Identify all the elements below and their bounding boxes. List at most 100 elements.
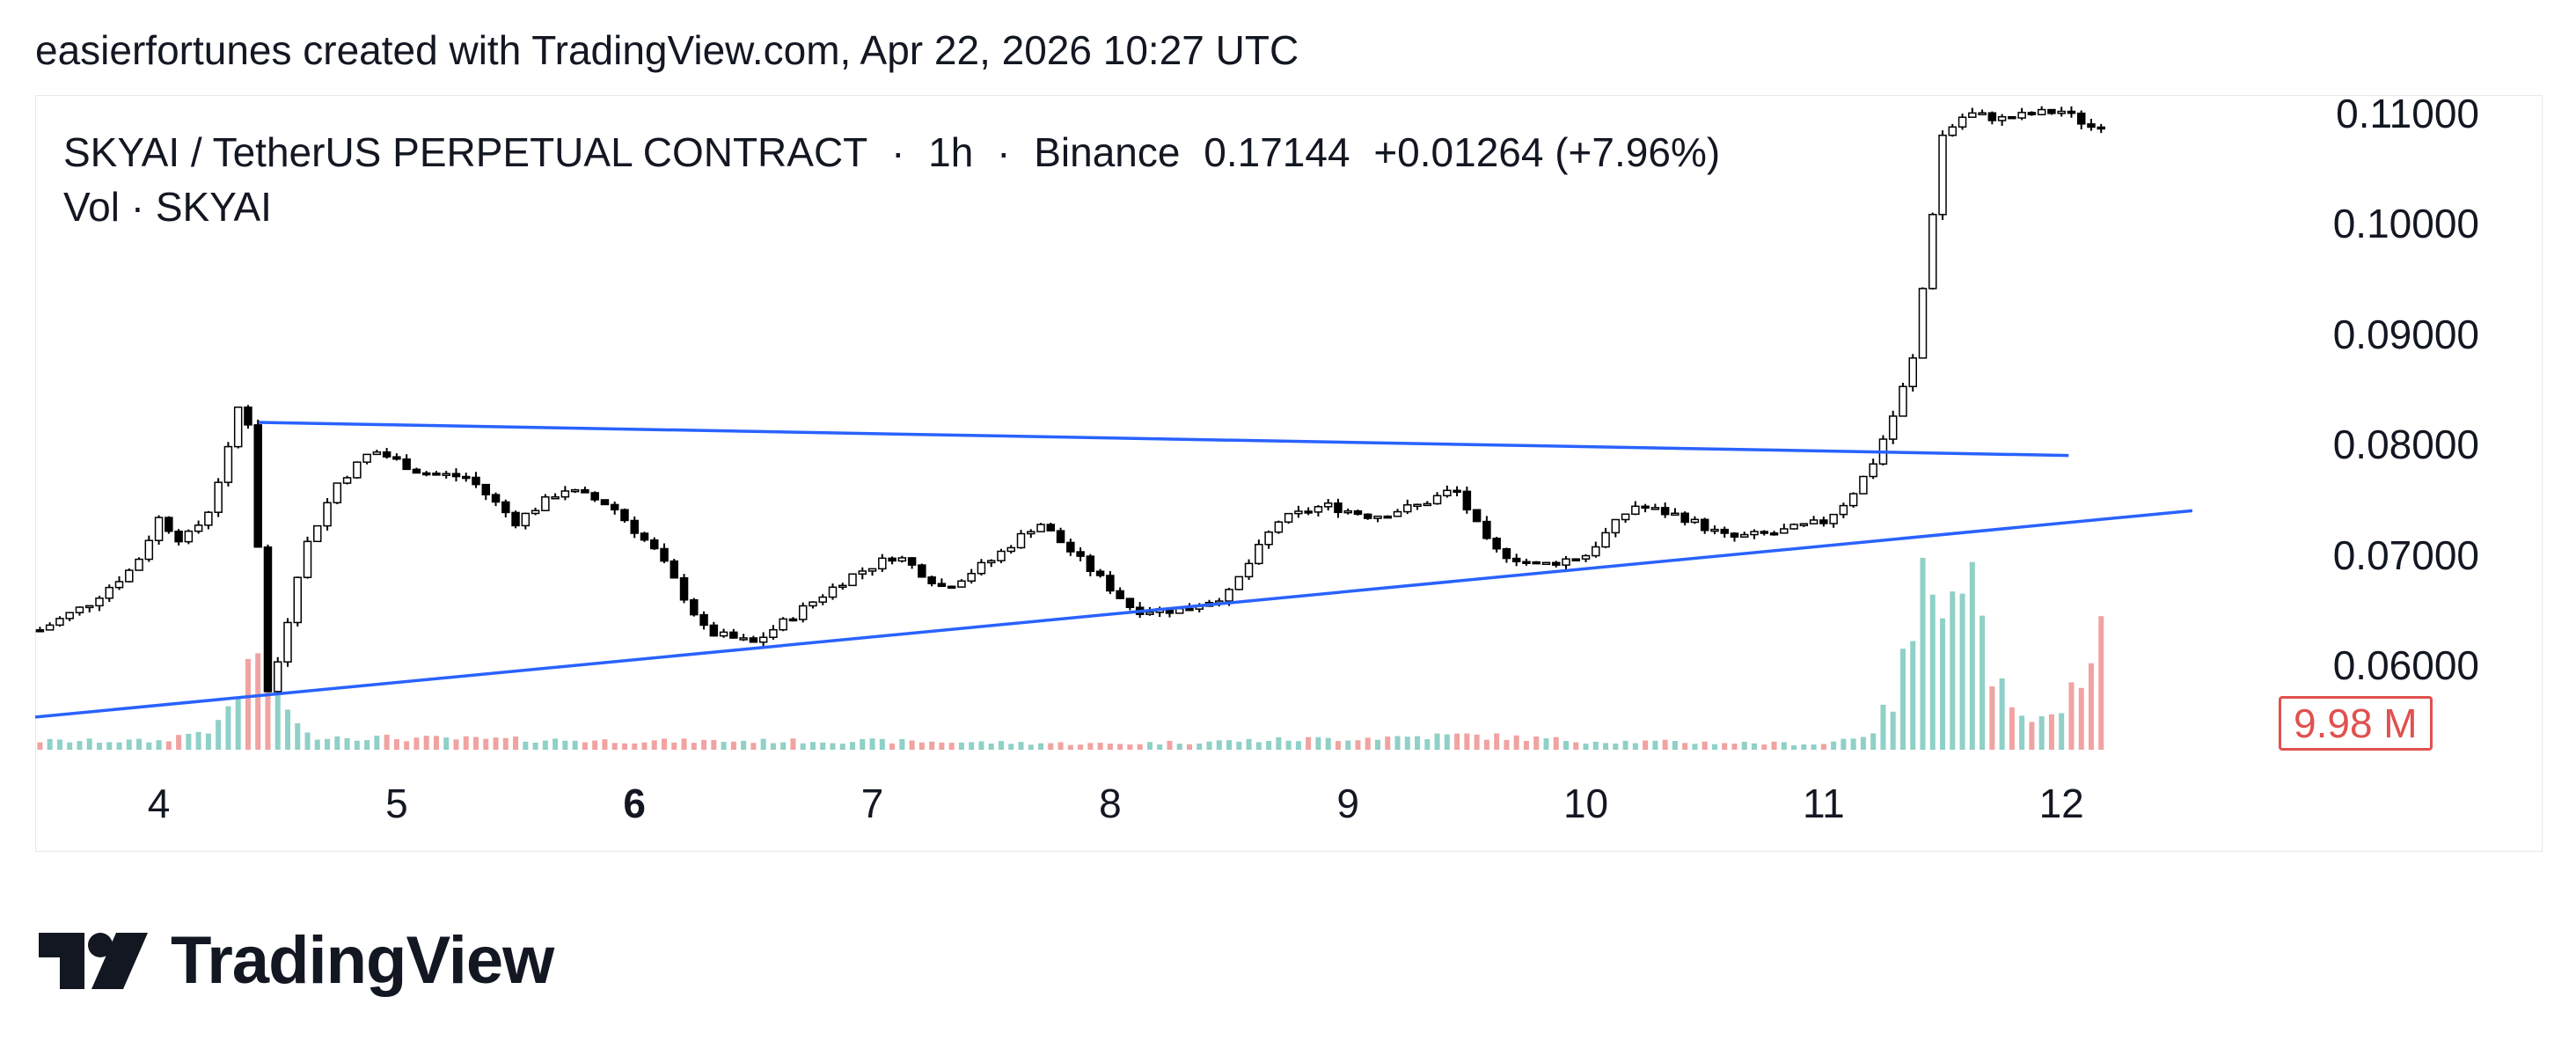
volume-bar [701,739,707,750]
volume-bar [2019,715,2025,750]
volume-bar [1444,734,1450,750]
volume-bar [1811,744,1817,750]
day-tick-label: 12 [2038,781,2084,826]
candle-body [1056,530,1065,544]
volume-bar [176,735,182,750]
candle-body [511,511,520,527]
trendline-resistance [259,421,2069,458]
volume-bar [1592,741,1599,750]
candle-body [1274,521,1284,533]
volume-bar [304,732,311,750]
candle-body [858,570,867,575]
tradingview-logo[interactable]: TradingView [39,922,554,999]
chart-attribution: easierfortunes created with TradingView.… [35,27,1299,73]
volume-bar [344,737,350,750]
candle-body [2076,112,2086,125]
volume-bar [839,744,845,750]
candle-body [1403,504,1412,513]
volume-bar [47,738,53,750]
candle-body [95,597,104,607]
volume-bar [741,740,747,750]
candle-body [84,605,94,609]
candle-body [798,605,808,620]
candle-body [600,499,610,506]
day-tick-label: 5 [385,781,408,826]
volume-bar [562,740,568,750]
volume-bar [205,733,211,750]
candle-body [194,524,203,532]
interval-label[interactable]: 1h [928,129,974,175]
volume-bar [255,653,261,750]
volume-bar [325,738,331,750]
candle-body [1343,510,1352,514]
volume-bar [126,739,132,750]
volume-name[interactable]: Vol [63,184,120,230]
volume-bar [809,742,816,750]
volume-bar [1295,741,1301,750]
volume-bar [711,739,717,750]
candle-body [303,540,312,578]
volume-bar [1097,743,1103,750]
candle-body [214,481,223,513]
tradingview-logo-text: TradingView [171,923,554,998]
candlestick-chart[interactable] [0,0,2576,880]
day-tick-label: 8 [1099,781,1122,826]
volume-bar [721,742,727,750]
volume-bar [1701,741,1708,750]
volume-bar [1752,743,1758,750]
candle-body [1859,475,1868,495]
chart-frame [35,95,2543,852]
volume-bar [1374,739,1380,750]
candle-body [491,494,501,503]
volume-bar [691,743,697,750]
volume-symbol: SKYAI [155,184,272,230]
volume-bar [1543,738,1549,750]
candle-body [590,492,599,501]
volume-bar [1246,738,1252,750]
volume-badge: 9.98 M [2279,696,2433,751]
volume-bar [1087,743,1094,750]
volume-bar [1553,737,1559,750]
candle-body [986,560,996,564]
volume-bar [1008,744,1014,750]
volume-bar [1236,741,1242,750]
candle-body [342,477,352,484]
candle-body [165,517,173,532]
volume-bar [1850,738,1856,750]
candle-body [1650,507,1660,510]
candle-body [957,580,966,588]
candle-body [1076,551,1085,557]
candle-body [1958,116,1967,128]
volume-bar [918,742,925,750]
volume-bar [404,741,410,750]
candle-body [1839,504,1848,516]
symbol-name[interactable]: SKYAI / TetherUS PERPETUAL CONTRACT [63,129,868,175]
volume-bar [1801,744,1807,750]
candle-body [1978,112,1987,116]
candle-body [1482,520,1491,539]
candle-body [2037,108,2046,116]
volume-bar [2048,714,2054,750]
candle-body [1621,513,1630,521]
candle-body [501,501,510,514]
volume-bar [1325,737,1331,750]
candle-body [1562,558,1570,566]
candle-body [362,453,371,463]
volume-bar [1632,743,1638,750]
candle-body [1660,507,1670,516]
candle-body [1730,532,1739,538]
candle-body [1690,518,1700,524]
candle-body [1809,519,1819,524]
candle-body [1373,515,1382,519]
candle-body [114,581,124,589]
candle-body [1789,524,1798,530]
volume-bar [1186,744,1192,750]
candle-body [1750,531,1759,536]
candle-body [560,490,570,498]
candle-body [1066,541,1075,553]
volume-bar [1722,743,1728,750]
candle-body [1086,555,1095,572]
candle-body [263,546,273,693]
candle-body [1036,524,1045,532]
volume-bar [1404,737,1410,750]
